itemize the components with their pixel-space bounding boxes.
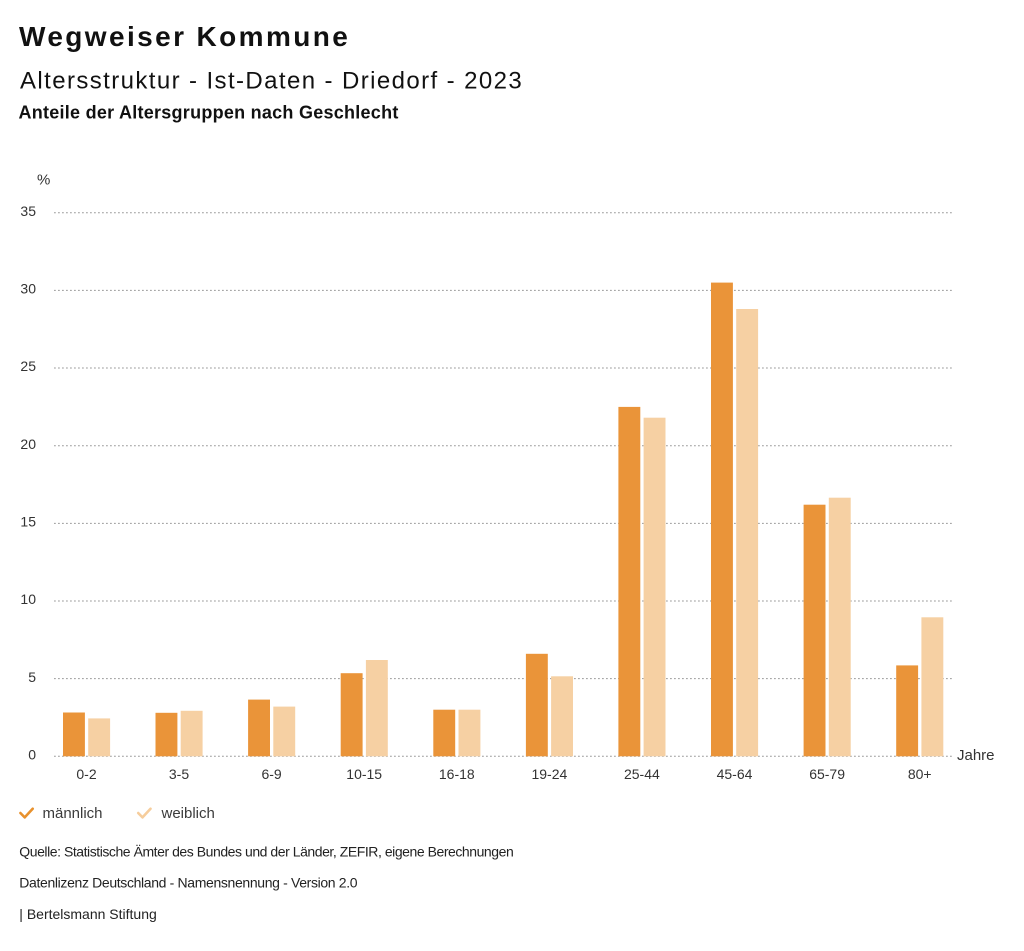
svg-text:6-9: 6-9 [261, 766, 281, 782]
svg-text:%: % [37, 172, 50, 189]
svg-text:20: 20 [20, 436, 36, 452]
svg-text:35: 35 [20, 203, 36, 219]
svg-text:10: 10 [20, 591, 36, 607]
svg-text:25-44: 25-44 [624, 766, 660, 782]
svg-text:Quelle: Statistische Ämter des: Quelle: Statistische Ämter des Bundes un… [19, 843, 513, 859]
svg-text:10-15: 10-15 [346, 766, 382, 782]
svg-text:16-18: 16-18 [439, 766, 475, 782]
svg-text:Altersstruktur - Ist-Daten - D: Altersstruktur - Ist-Daten - Driedorf - … [20, 67, 523, 94]
svg-text:80+: 80+ [908, 766, 932, 782]
svg-text:0-2: 0-2 [76, 766, 96, 782]
svg-text:25: 25 [20, 358, 36, 374]
svg-text:männlich: männlich [43, 805, 103, 822]
svg-text:Datenlizenz Deutschland - Name: Datenlizenz Deutschland - Namensnennung … [19, 875, 357, 891]
svg-text:Anteile der Altersgruppen nach: Anteile der Altersgruppen nach Geschlech… [19, 103, 399, 123]
svg-text:65-79: 65-79 [809, 766, 845, 782]
svg-text:weiblich: weiblich [161, 805, 215, 822]
svg-text:Wegweiser Kommune: Wegweiser Kommune [19, 21, 350, 52]
svg-text:| Bertelsmann Stiftung: | Bertelsmann Stiftung [19, 906, 156, 922]
svg-text:45-64: 45-64 [717, 766, 753, 782]
svg-text:5: 5 [28, 669, 36, 685]
svg-text:19-24: 19-24 [531, 766, 567, 782]
svg-text:Jahre: Jahre [957, 747, 995, 764]
svg-text:0: 0 [28, 746, 36, 762]
svg-text:30: 30 [20, 281, 36, 297]
svg-text:15: 15 [20, 514, 36, 530]
svg-text:3-5: 3-5 [169, 766, 189, 782]
